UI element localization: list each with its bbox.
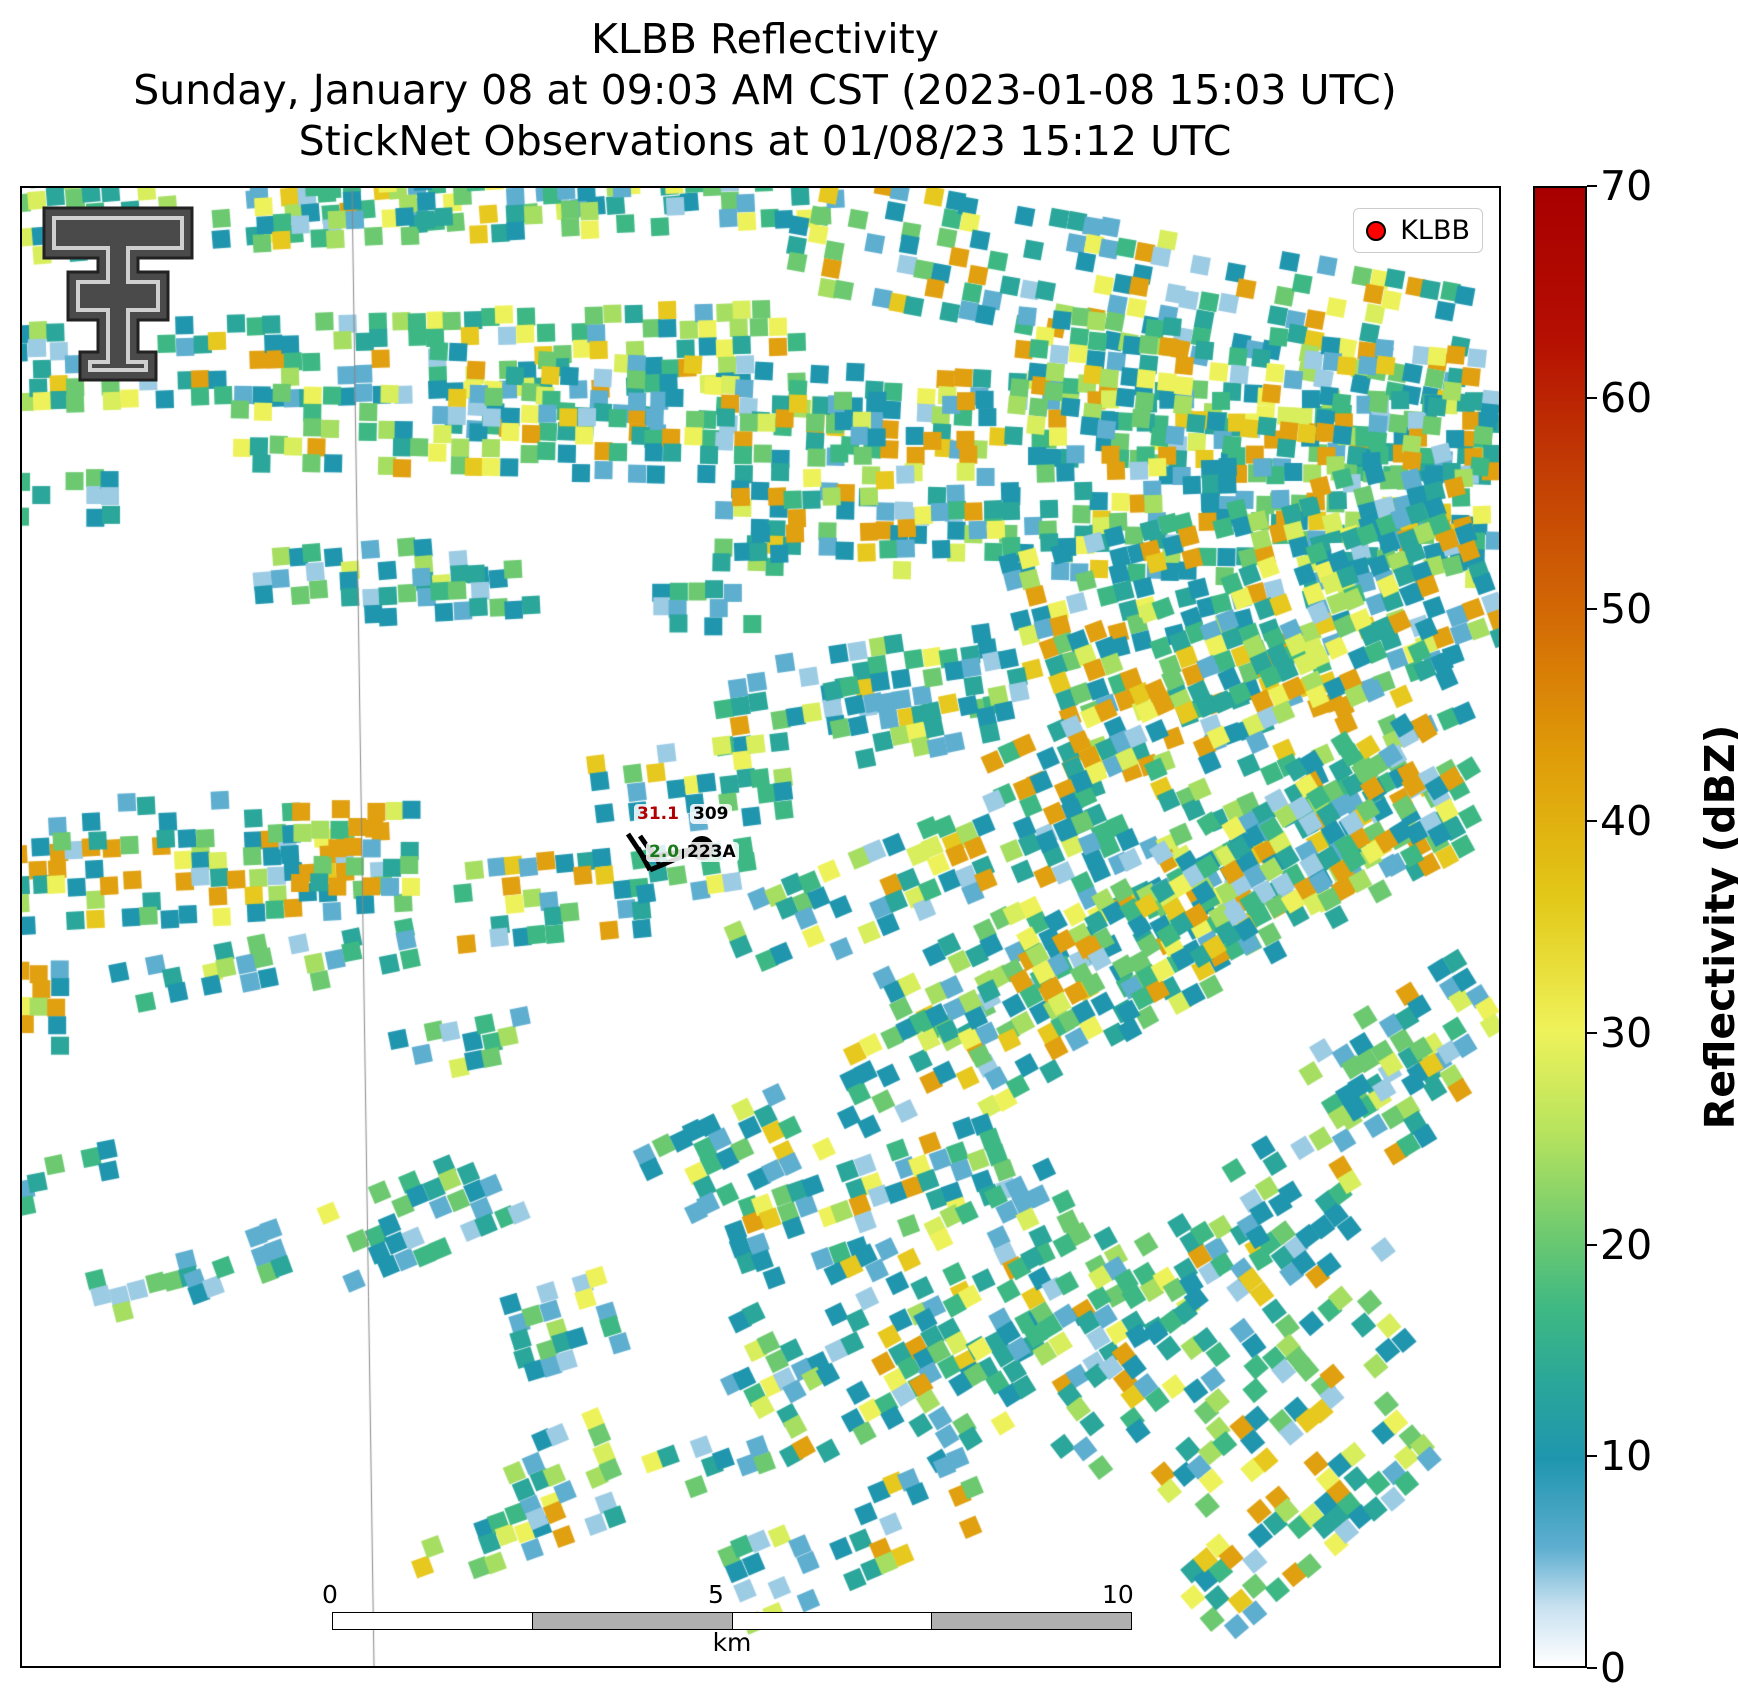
- colorbar-tick-mark: [1587, 1243, 1597, 1246]
- colorbar-tick-label: 30: [1600, 1008, 1653, 1057]
- station-dewpoint: 2.0: [646, 842, 683, 862]
- radar-map[interactable]: KLBB 31.1 309 2.0 223A 0 5 10 km: [20, 186, 1501, 1668]
- map-legend: KLBB: [1353, 208, 1483, 253]
- colorbar-tick-mark: [1587, 185, 1597, 187]
- colorbar-tick-mark: [1587, 608, 1597, 611]
- title-line-3: StickNet Observations at 01/08/23 15:12 …: [298, 117, 1232, 165]
- colorbar-title: Reflectivity (dBZ): [1696, 724, 1738, 1130]
- title-line-2: Sunday, January 08 at 09:03 AM CST (2023…: [133, 66, 1397, 114]
- colorbar-tick-mark: [1587, 396, 1597, 399]
- colorbar-tick-mark: [1587, 1031, 1597, 1034]
- colorbar-tick-label: 50: [1600, 585, 1653, 634]
- title-line-1: KLBB Reflectivity: [591, 15, 939, 63]
- colorbar-tick-label: 0: [1600, 1644, 1627, 1692]
- double-t-logo-icon: [42, 206, 194, 382]
- station-temperature: 31.1: [634, 804, 682, 824]
- legend-label: KLBB: [1400, 215, 1470, 246]
- map-title: KLBB Reflectivity Sunday, January 08 at …: [0, 14, 1530, 167]
- colorbar-tick-mark: [1587, 1667, 1597, 1669]
- station-id: 223A: [684, 842, 739, 862]
- scalebar-bar: [332, 1612, 1132, 1630]
- colorbar-tick-mark: [1587, 820, 1597, 823]
- station-pressure: 309: [690, 804, 732, 824]
- colorbar-tick-label: 20: [1600, 1220, 1653, 1269]
- radar-site-marker-icon: [1366, 220, 1387, 241]
- colorbar-tick-label: 70: [1600, 162, 1653, 210]
- scalebar-tick-10: 10: [1102, 1580, 1134, 1609]
- colorbar-tick-label: 40: [1600, 797, 1653, 846]
- reflectivity-field: [22, 188, 1499, 1666]
- scalebar-unit: km: [712, 1628, 752, 1657]
- colorbar-tick-label: 10: [1600, 1432, 1653, 1481]
- scalebar-tick-5: 5: [708, 1580, 724, 1609]
- colorbar-tick-label: 60: [1600, 373, 1653, 422]
- reflectivity-colorbar: [1533, 186, 1587, 1668]
- distance-scalebar: 0 5 10 km: [322, 1552, 1142, 1657]
- scalebar-tick-0: 0: [322, 1580, 338, 1609]
- colorbar-tick-mark: [1587, 1455, 1597, 1458]
